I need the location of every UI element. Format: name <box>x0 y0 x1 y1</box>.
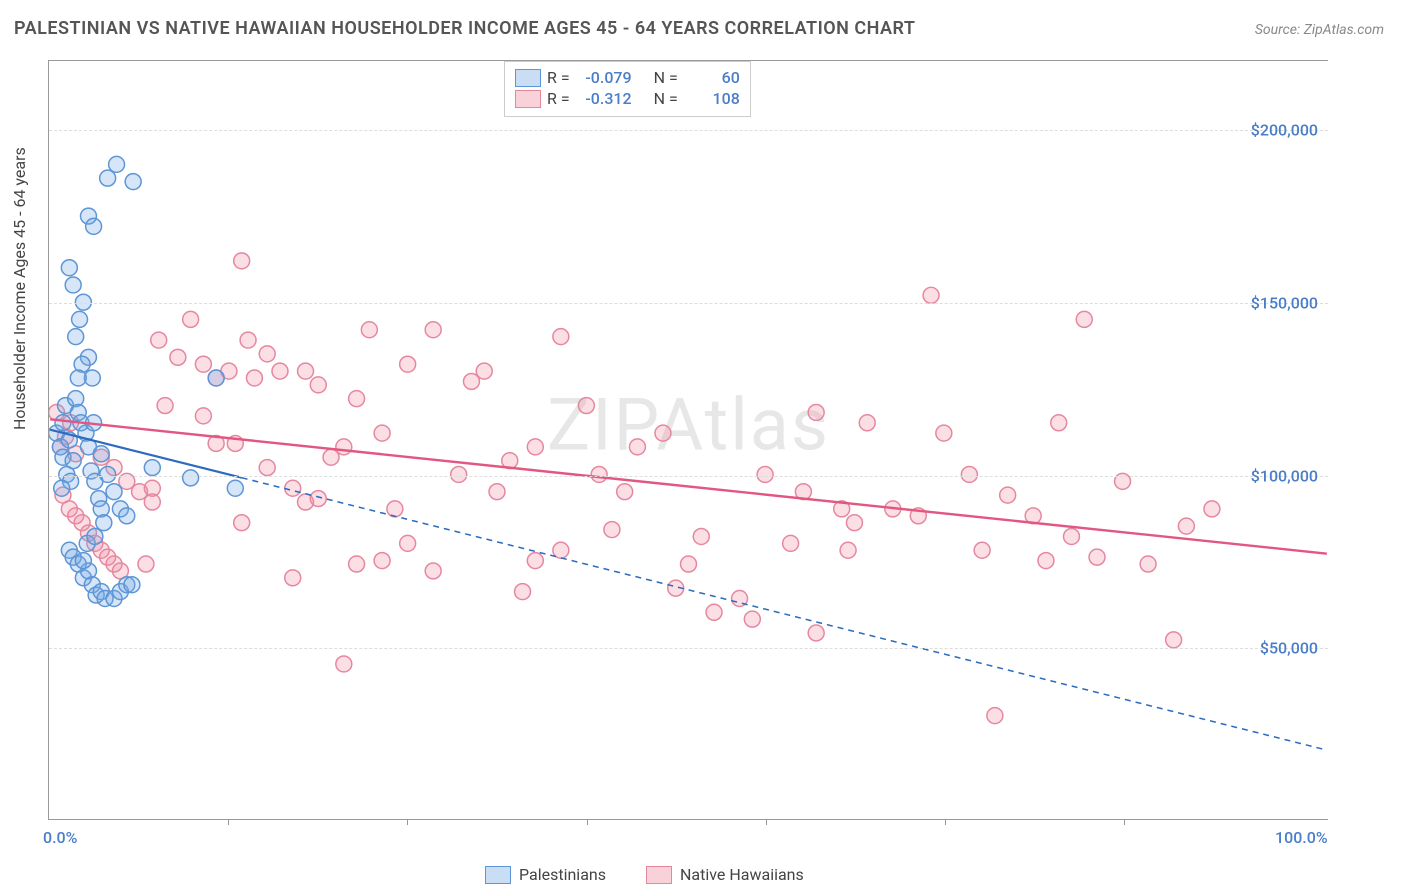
y-tick-label: $200,000 <box>1251 121 1318 140</box>
legend-swatch <box>485 866 511 884</box>
x-tick-label: 100.0% <box>1275 828 1328 847</box>
y-tick-label: $150,000 <box>1251 293 1318 312</box>
scatter-plot: ZIPAtlas R = -0.079 N = 60 R = -0.312 N … <box>48 60 1328 820</box>
y-axis-label: Householder Income Ages 45 - 64 years <box>10 147 29 430</box>
legend-label: Palestinians <box>519 865 606 884</box>
x-tick-label: 0.0% <box>43 828 77 847</box>
legend-item-series-0: Palestinians <box>485 865 606 884</box>
source-attribution: Source: ZipAtlas.com <box>1255 22 1384 38</box>
y-tick-label: $100,000 <box>1251 466 1318 485</box>
chart-title: PALESTINIAN VS NATIVE HAWAIIAN HOUSEHOLD… <box>14 18 916 39</box>
y-tick-label: $50,000 <box>1260 639 1318 658</box>
legend-label: Native Hawaiians <box>680 865 804 884</box>
legend: Palestinians Native Hawaiians <box>485 865 804 884</box>
legend-swatch <box>646 866 672 884</box>
plot-svg <box>49 61 1328 819</box>
legend-item-series-1: Native Hawaiians <box>646 865 804 884</box>
